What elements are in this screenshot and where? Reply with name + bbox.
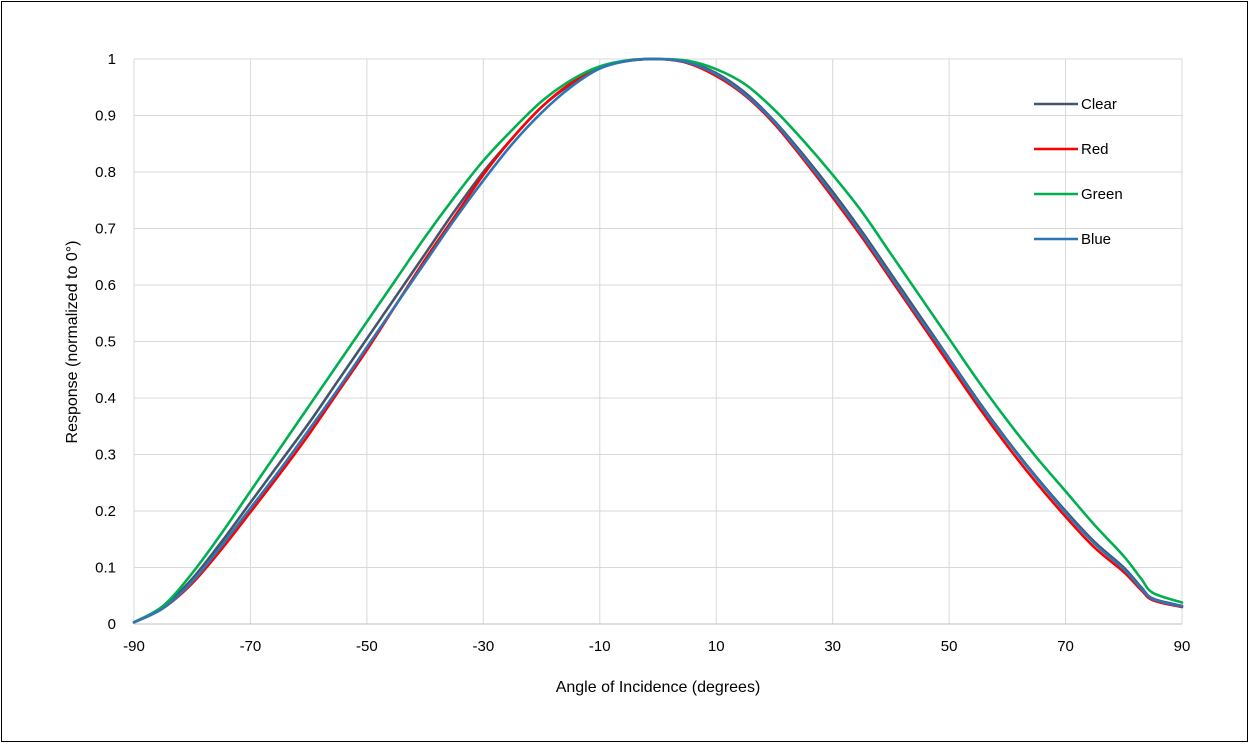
y-tick-label: 0.6 xyxy=(95,277,116,294)
x-tick-label: 70 xyxy=(1057,638,1074,655)
series-lines xyxy=(132,57,1184,624)
series-line-clear xyxy=(132,57,1184,624)
y-tick-label: 0.4 xyxy=(95,390,116,407)
x-tick-label: 30 xyxy=(824,638,841,655)
series-line-red xyxy=(132,57,1184,624)
x-tick-label: 10 xyxy=(708,638,725,655)
gridlines xyxy=(133,58,1183,625)
y-axis-title: Response (normalized to 0°) xyxy=(64,241,81,444)
x-tick-label: 50 xyxy=(941,638,958,655)
legend-label-green: Green xyxy=(1081,186,1123,203)
y-tick-labels: 0 0.1 0.2 0.3 0.4 0.5 0.6 0.7 0.8 0.9 1 xyxy=(95,51,116,633)
y-tick-label: 0.9 xyxy=(95,108,116,125)
y-tick-label: 0.3 xyxy=(95,447,116,464)
legend-label-clear: Clear xyxy=(1081,96,1117,113)
y-tick-label: 0.1 xyxy=(95,560,116,577)
x-tick-label: 90 xyxy=(1174,638,1191,655)
x-tick-label: -90 xyxy=(123,638,145,655)
x-tick-label: -70 xyxy=(240,638,262,655)
x-tick-label: -30 xyxy=(472,638,494,655)
legend-label-red: Red xyxy=(1081,141,1109,158)
x-tick-labels: -90 -70 -50 -30 -10 10 30 50 70 90 xyxy=(123,638,1190,655)
y-tick-label: 0 xyxy=(108,616,116,633)
series-line-green xyxy=(132,57,1184,624)
x-tick-label: -50 xyxy=(356,638,378,655)
y-tick-label: 0.7 xyxy=(95,221,116,238)
legend: Clear Red Green Blue xyxy=(1034,96,1123,248)
y-tick-label: 0.5 xyxy=(95,334,116,351)
x-tick-label: -10 xyxy=(589,638,611,655)
legend-label-blue: Blue xyxy=(1081,231,1111,248)
series-line-blue xyxy=(132,57,1184,624)
y-tick-label: 1 xyxy=(108,51,116,68)
x-axis-title: Angle of Incidence (degrees) xyxy=(556,679,761,696)
y-tick-label: 0.2 xyxy=(95,503,116,520)
y-tick-label: 0.8 xyxy=(95,164,116,181)
